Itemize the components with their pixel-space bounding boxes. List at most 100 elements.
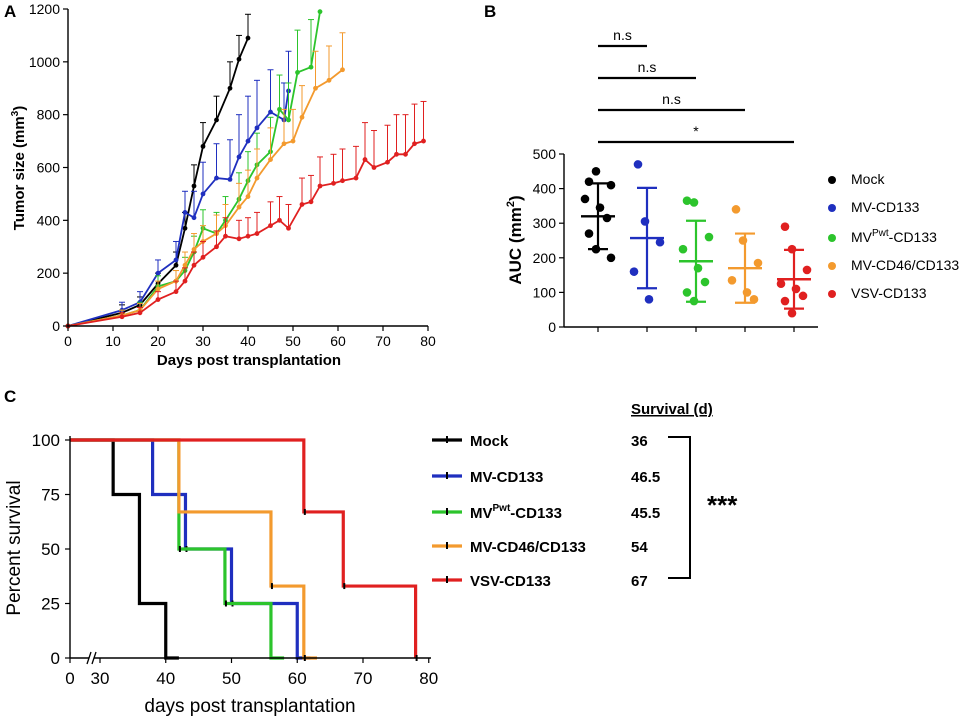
panel-c-y-tick-label: 100: [32, 431, 60, 450]
data-point: [245, 233, 251, 239]
data-point: [299, 202, 305, 207]
legend-label: MV-CD46/CD133: [851, 257, 959, 273]
panel-b-y-tick-label: 500: [533, 146, 557, 162]
data-point: [286, 225, 291, 231]
data-point: [268, 223, 273, 229]
survival-curve: [70, 438, 317, 660]
survival-mock: [70, 438, 179, 660]
data-point: [173, 262, 179, 268]
panel-c-x-tick-label: 60: [288, 669, 307, 688]
panel-label-b: B: [484, 2, 496, 21]
legend-marker: [828, 176, 836, 184]
data-point: [245, 138, 251, 144]
data-point: [591, 167, 601, 176]
data-point: [340, 178, 345, 184]
data-point: [412, 141, 417, 147]
legend-label: MVPwt-CD133: [470, 503, 562, 522]
data-point: [182, 225, 188, 231]
legend-marker: [828, 262, 836, 270]
survival-mvpwt-cd133: [70, 438, 285, 660]
data-point: [317, 9, 323, 15]
data-point: [700, 277, 710, 287]
data-point: [268, 157, 273, 162]
data-point: [245, 194, 251, 199]
data-point: [227, 85, 233, 91]
data-point: [277, 217, 282, 223]
data-point: [299, 114, 305, 120]
data-point: [682, 288, 692, 297]
legend-label: MV-CD46/CD133: [470, 539, 586, 556]
survival-vsv-cd133: [70, 438, 418, 661]
data-point: [236, 154, 242, 160]
data-point: [753, 258, 763, 268]
panel-b-y-tick-label: 0: [548, 319, 556, 335]
series-line: [67, 69, 344, 327]
survival-header: Survival (d): [631, 401, 713, 418]
group-mv-cd46-cd133: [727, 205, 763, 304]
panel-a-x-tick-label: 50: [285, 333, 301, 349]
auc-scatter-chart: n.s n.s n.s * 0 100 200 300 400 500 Mock MV-CD133…: [505, 27, 959, 335]
data-point: [606, 253, 616, 263]
data-point: [371, 165, 377, 170]
axis-break-mark: [86, 651, 92, 665]
legend-label: MVPwt-CD133: [851, 228, 937, 245]
legend-label: Mock: [851, 171, 885, 187]
data-point: [200, 143, 206, 149]
data-point: [798, 291, 808, 301]
data-point: [119, 314, 125, 320]
panel-c-x-tick-label: 0: [65, 669, 74, 688]
legend-label: MV-CD133: [851, 199, 920, 215]
panel-a-y-tick-label: 600: [37, 160, 61, 176]
data-point: [214, 117, 219, 123]
data-point: [787, 308, 797, 318]
significance-stars: ***: [707, 490, 738, 520]
data-point: [286, 117, 291, 123]
panel-c-x-tick-label: 70: [354, 669, 373, 688]
series-line: [67, 90, 290, 327]
comparison-label: n.s: [662, 91, 681, 107]
survival-median: 46.5: [631, 469, 660, 486]
data-point: [655, 237, 665, 247]
survival-curve: [70, 438, 418, 658]
data-point: [403, 151, 408, 157]
data-point: [362, 157, 368, 162]
group-vsv-cd133: [776, 222, 812, 318]
data-point: [191, 246, 197, 252]
panel-a-y-tick-label: 400: [37, 212, 61, 228]
panel-b-y-label: AUC (mm2): [505, 195, 525, 284]
panel-a-y-tick-label: 1200: [29, 1, 60, 17]
data-point: [326, 77, 332, 83]
panel-label-c: C: [4, 387, 16, 406]
data-point: [182, 278, 188, 284]
data-point: [191, 183, 197, 189]
survival-median: 54: [631, 539, 648, 556]
data-point: [313, 85, 318, 91]
data-point: [780, 222, 790, 231]
panel-a-x-tick-label: 0: [64, 333, 72, 349]
data-point: [584, 177, 594, 186]
legend-label: MV-CD133: [470, 469, 543, 486]
data-point: [254, 175, 260, 181]
series-line: [67, 140, 424, 327]
data-point: [689, 198, 699, 207]
data-point: [584, 229, 594, 238]
panel-c-x-tick-label: 50: [222, 669, 241, 688]
data-point: [633, 160, 643, 169]
data-point: [277, 106, 282, 112]
data-point: [182, 210, 188, 215]
data-point: [308, 199, 314, 205]
panel-a-x-tick-label: 60: [330, 333, 346, 349]
data-point: [602, 213, 612, 223]
panel-a-y-tick-label: 200: [37, 265, 61, 281]
data-point: [704, 232, 714, 242]
panel-b-y-tick-label: 400: [533, 181, 557, 197]
data-point: [227, 176, 233, 182]
survival-curve: [70, 438, 179, 660]
data-point: [340, 67, 345, 73]
legend-marker: [828, 234, 836, 242]
legend-marker: [828, 204, 836, 212]
data-point: [290, 138, 296, 144]
panel-c-y-tick-label: 50: [41, 540, 60, 559]
